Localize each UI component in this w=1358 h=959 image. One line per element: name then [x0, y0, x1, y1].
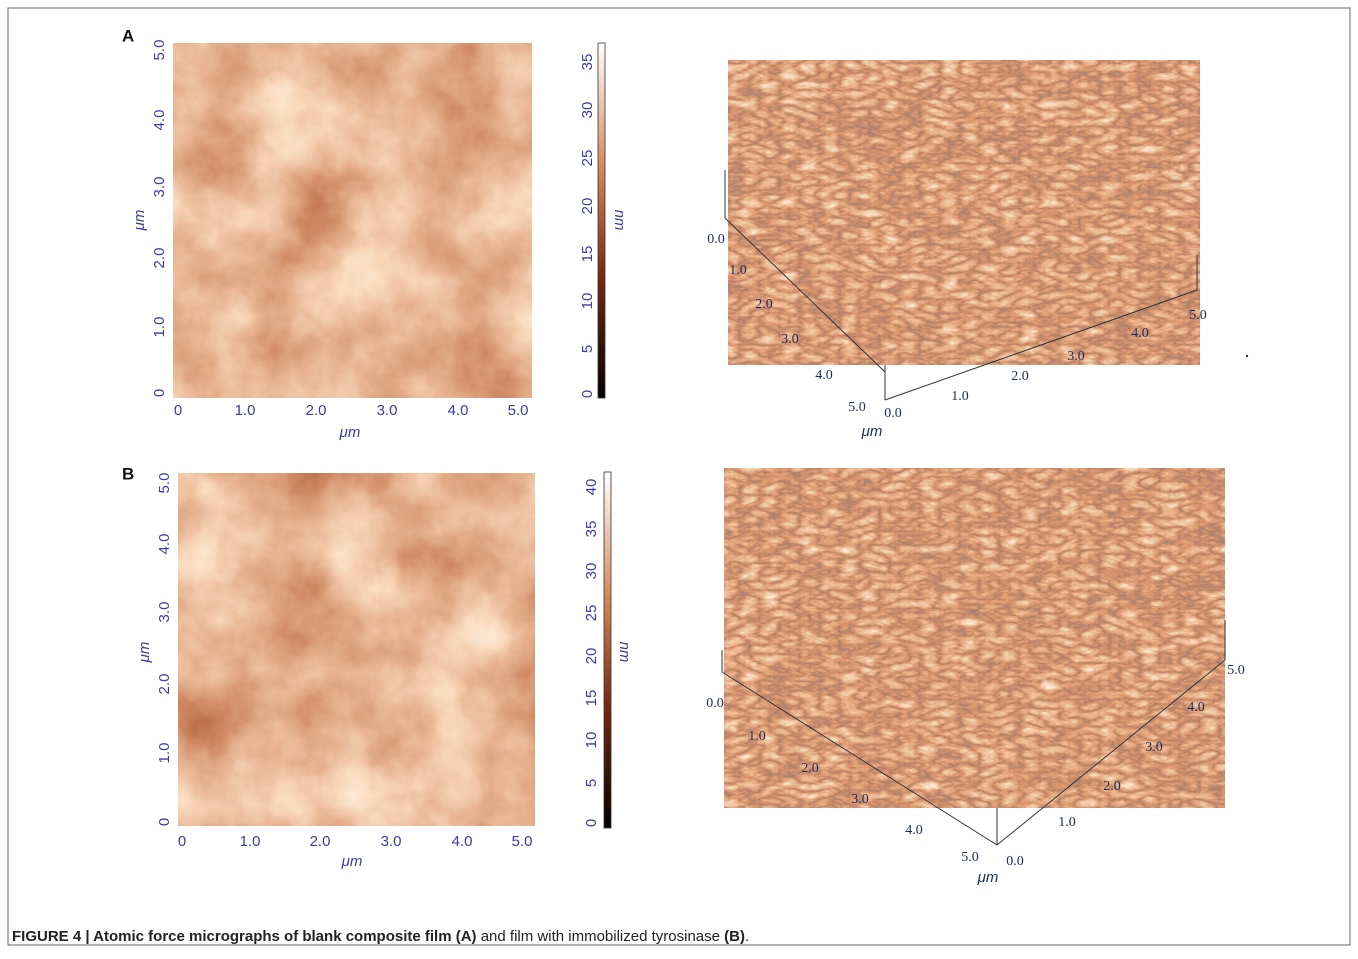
colorbar-tick-label: 5	[583, 779, 600, 787]
width-tick-label: 1.0	[1058, 815, 1076, 830]
y-tick-label: 4.0	[156, 534, 173, 555]
depth-tick-label: 0.0	[707, 232, 725, 247]
y-tick-label: 1.0	[156, 743, 173, 764]
depth-tick-label: 4.0	[905, 823, 923, 838]
depth-tick-label: 5.0	[961, 850, 979, 865]
width-tick-label: 1.0	[951, 389, 969, 404]
depth-tick-label: 3.0	[781, 332, 799, 347]
depth-tick-label: 4.0	[815, 368, 833, 383]
x-tick-label: 4.0	[452, 833, 473, 850]
x-tick-label: 4.0	[448, 402, 469, 419]
width-tick-label: 3.0	[1067, 349, 1085, 364]
x-axis-label: μm	[341, 853, 363, 870]
depth-tick-label: 2.0	[755, 297, 773, 312]
x-tick-label: 3.0	[381, 833, 402, 850]
height-map	[173, 43, 532, 398]
x-tick-label: 5.0	[508, 402, 529, 419]
x-tick-label: 3.0	[377, 402, 398, 419]
height-map	[178, 473, 535, 826]
caption: FIGURE 4 | Atomic force micrographs of b…	[12, 928, 749, 945]
colorbar-label: nm	[611, 210, 628, 231]
y-axis-label: μm	[131, 210, 148, 232]
x-tick-label: 0	[174, 402, 182, 419]
y-tick-label: 2.0	[151, 248, 168, 269]
depth-tick-label: 3.0	[851, 792, 869, 807]
colorbar-tick-label: 0	[579, 390, 596, 398]
x-tick-label: 2.0	[310, 833, 331, 850]
colorbar-tick-label: 30	[579, 102, 596, 119]
colorbar-tick-label: 10	[579, 293, 596, 310]
y-tick-label: 5.0	[156, 473, 173, 494]
colorbar-tick-label: 10	[583, 732, 600, 749]
depth-tick-label: 0.0	[706, 696, 724, 711]
width-tick-label: 5.0	[1227, 663, 1245, 678]
width-tick-label: 0.0	[1006, 854, 1024, 869]
y-tick-label: 5.0	[151, 40, 168, 61]
colorbar-tick-label: 30	[583, 563, 600, 580]
x-tick-label: 0	[178, 833, 186, 850]
width-tick-label: 4.0	[1187, 700, 1205, 715]
colorbar	[604, 472, 611, 828]
speck	[1246, 355, 1248, 357]
colorbar-tick-label: 40	[583, 479, 600, 496]
colorbar-tick-label: 25	[583, 605, 600, 622]
y-tick-label: 0	[151, 389, 168, 397]
surface-axis-label: μm	[861, 423, 883, 440]
caption-part: and film with immobilized tyrosinase	[477, 928, 725, 945]
x-tick-label: 5.0	[512, 833, 533, 850]
y-tick-label: 2.0	[156, 674, 173, 695]
y-tick-label: 1.0	[151, 317, 168, 338]
width-tick-label: 2.0	[1103, 779, 1121, 794]
colorbar-tick-label: 25	[579, 150, 596, 167]
depth-tick-label: 1.0	[729, 263, 747, 278]
surface-axis-label: μm	[977, 869, 999, 886]
panel-label: B	[122, 464, 134, 483]
width-tick-label: 4.0	[1131, 326, 1149, 341]
depth-tick-label: 5.0	[848, 400, 866, 415]
figure: A01.02.03.04.05.001.02.03.04.05.0μmμm051…	[0, 0, 1358, 959]
x-tick-label: 1.0	[235, 402, 256, 419]
panel-label: A	[122, 26, 134, 45]
colorbar-tick-label: 15	[583, 690, 600, 707]
x-tick-label: 1.0	[240, 833, 261, 850]
colorbar-tick-label: 20	[579, 198, 596, 215]
colorbar-tick-label: 35	[583, 521, 600, 538]
colorbar-tick-label: 0	[583, 819, 600, 827]
y-tick-label: 4.0	[151, 110, 168, 131]
colorbar	[598, 43, 605, 398]
width-tick-label: 2.0	[1011, 369, 1029, 384]
depth-tick-label: 2.0	[801, 761, 819, 776]
width-tick-label: 5.0	[1189, 308, 1207, 323]
width-tick-label: 3.0	[1145, 740, 1163, 755]
x-tick-label: 2.0	[306, 402, 327, 419]
y-tick-label: 0	[156, 818, 173, 826]
colorbar-tick-label: 15	[579, 246, 596, 263]
colorbar-tick-label: 5	[579, 345, 596, 353]
y-tick-label: 3.0	[156, 602, 173, 623]
colorbar-tick-label: 35	[579, 54, 596, 71]
y-tick-label: 3.0	[151, 177, 168, 198]
x-axis-label: μm	[339, 424, 361, 441]
y-axis-label: μm	[136, 642, 153, 664]
colorbar-tick-label: 20	[583, 648, 600, 665]
caption-part: (B)	[724, 928, 745, 945]
colorbar-label: nm	[616, 642, 633, 663]
caption-part: FIGURE 4 | Atomic force micrographs of b…	[12, 928, 477, 945]
depth-tick-label: 1.0	[748, 729, 766, 744]
surface-3d	[728, 60, 1200, 365]
surface-3d	[724, 468, 1225, 808]
width-tick-label: 0.0	[884, 406, 902, 421]
caption-part: .	[745, 928, 749, 945]
